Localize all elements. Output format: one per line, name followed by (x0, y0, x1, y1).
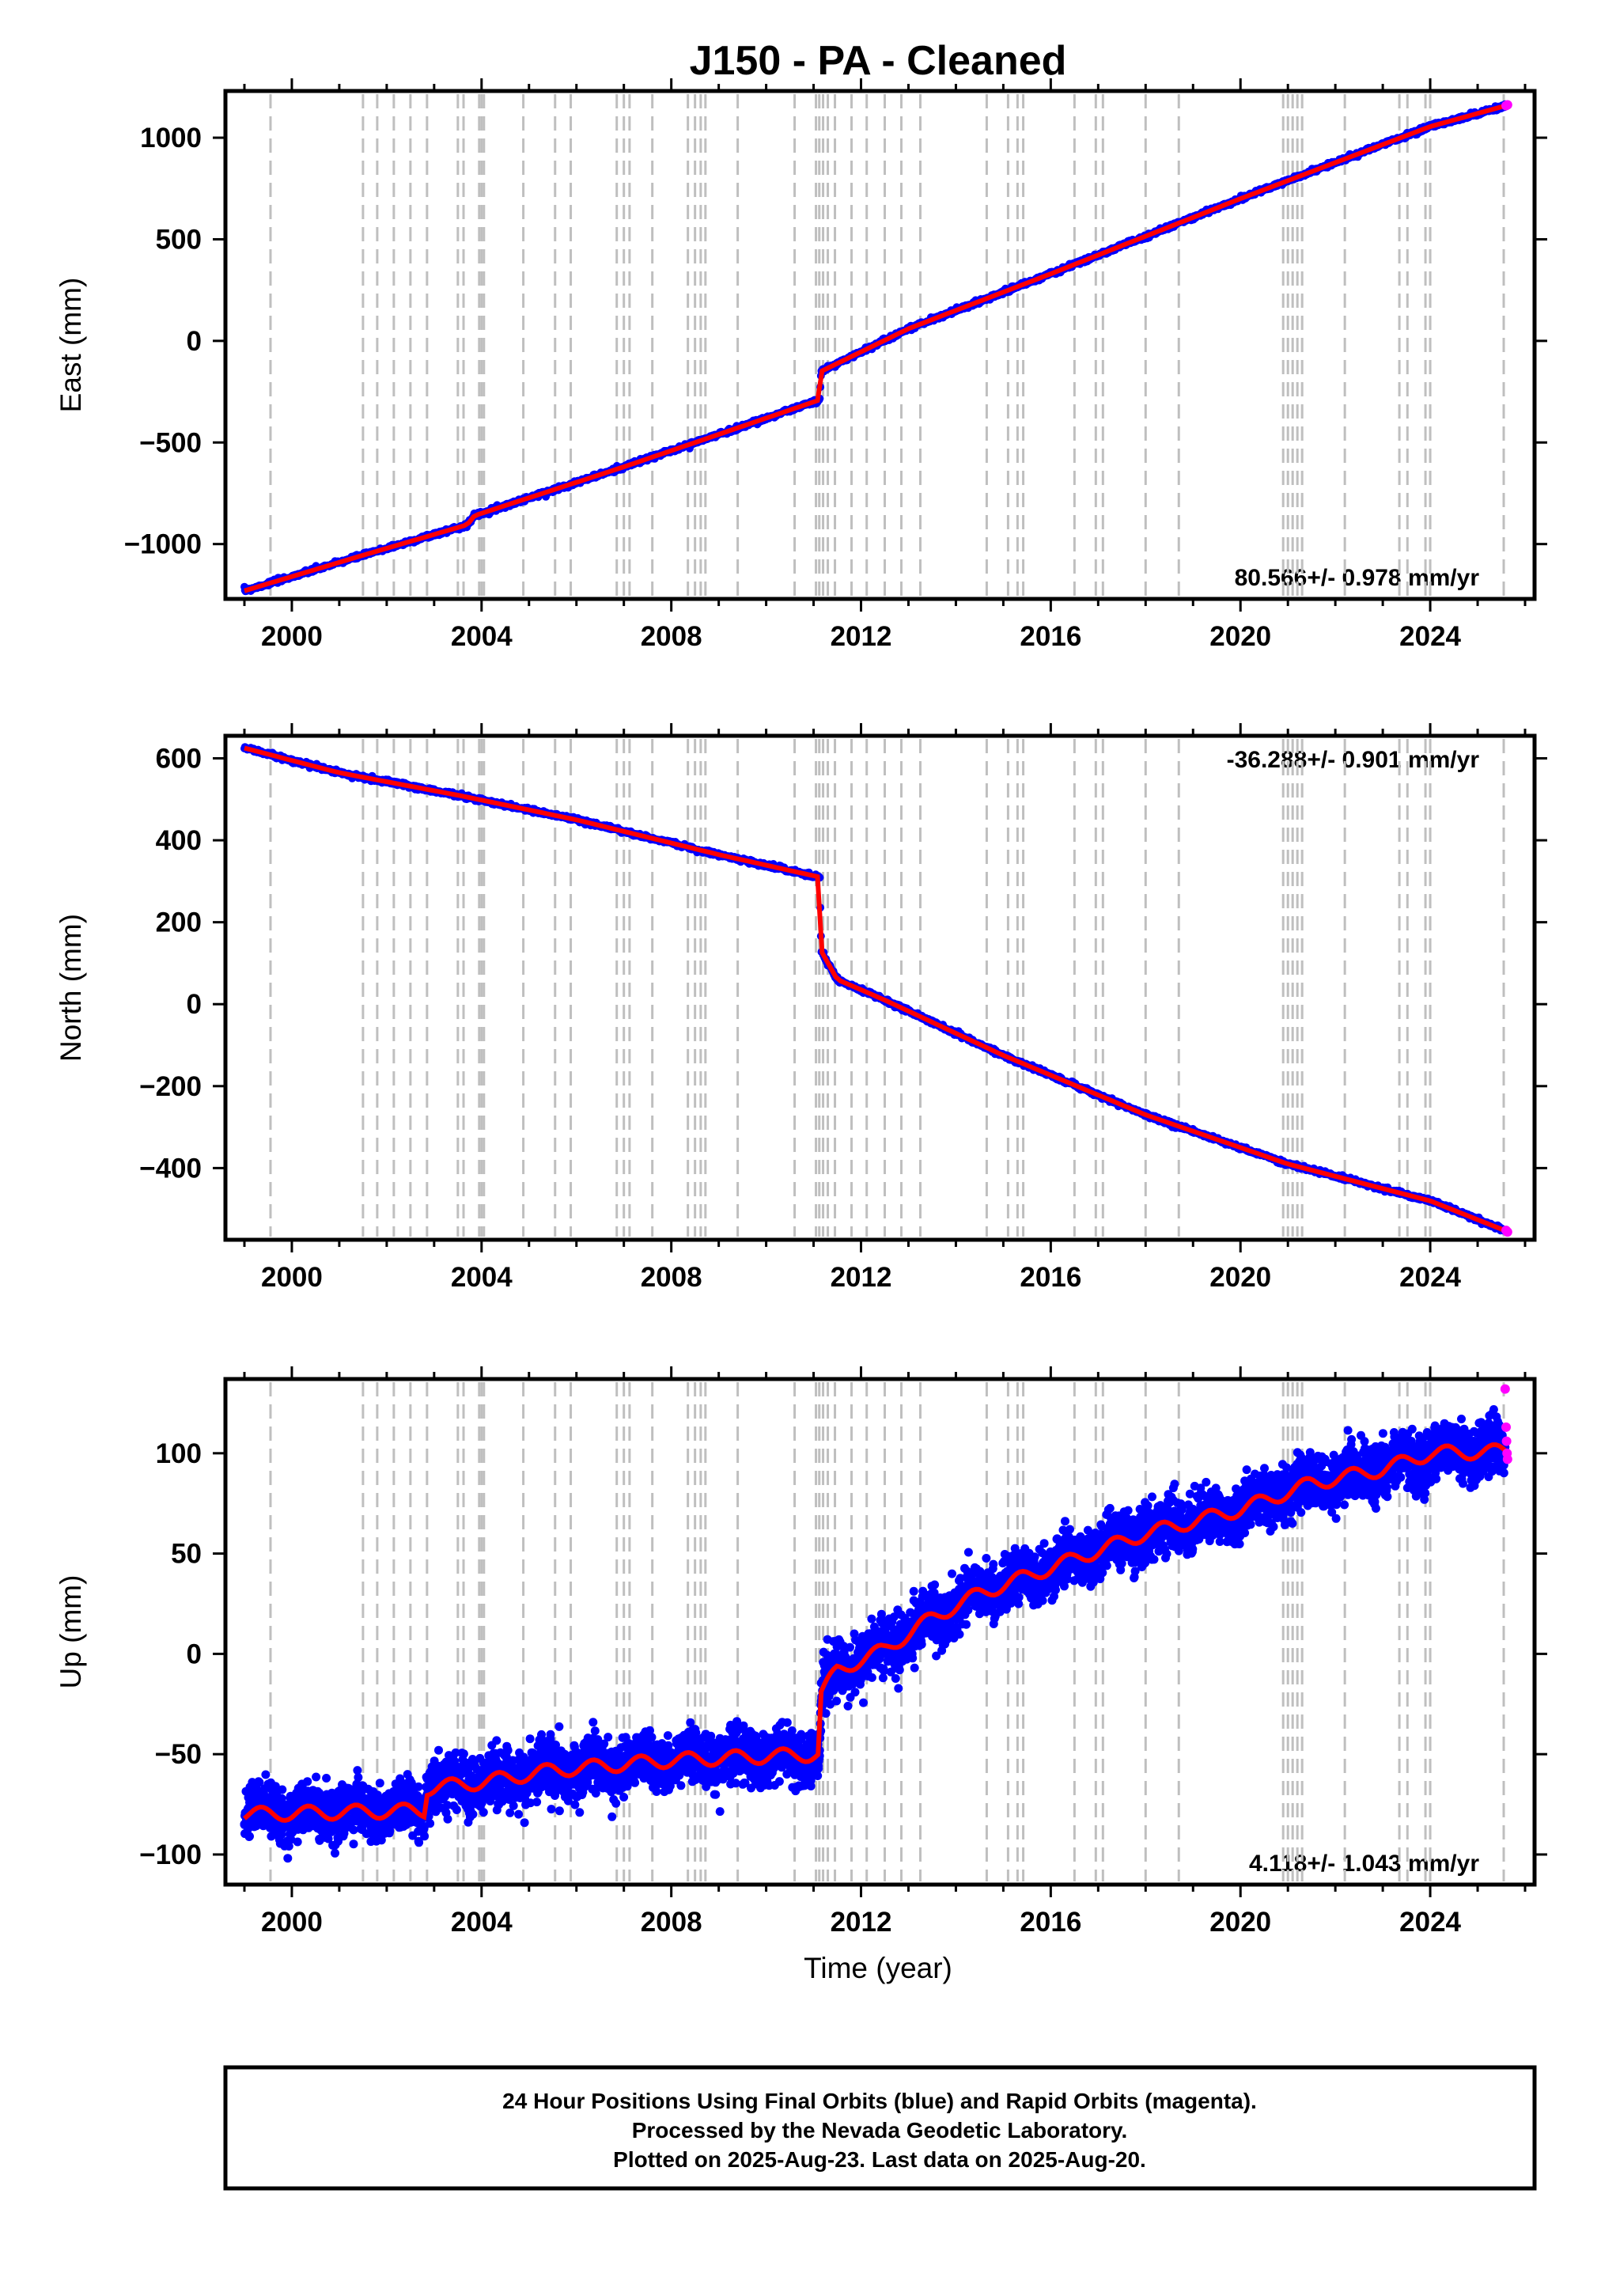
east-y-tick-label-1: −500 (139, 427, 202, 458)
east-y-tick-label-2: 0 (187, 326, 202, 357)
up-final-point (284, 1842, 293, 1851)
east-x-tick-label-2: 2008 (641, 621, 702, 652)
north-x-tick-label-5: 2020 (1209, 1262, 1271, 1293)
north-y-tick-label-5: 600 (156, 743, 202, 774)
north-x-tick-label-6: 2024 (1399, 1262, 1461, 1293)
east-x-tick-label-0: 2000 (261, 621, 323, 652)
east-y-tick-label-3: 500 (156, 224, 202, 255)
east-y-axis-label: East (mm) (55, 278, 87, 413)
up-final-point (283, 1854, 293, 1863)
north-event-lines (269, 739, 1505, 1237)
north-plot-frame (223, 733, 1537, 1242)
up-final-point (245, 1832, 254, 1841)
up-final-point (277, 1794, 286, 1803)
up-final-point (267, 1832, 276, 1841)
north-x-tick-label-4: 2016 (1020, 1262, 1081, 1293)
north-panel: -36.288+/- 0.901 mm/yr North (mm) 2000 20… (55, 723, 1547, 1293)
north-rate-label: -36.288+/- 0.901 mm/yr (1227, 747, 1480, 773)
east-model-fit-line (244, 103, 1506, 593)
east-x-tick-label-3: 2012 (831, 621, 892, 652)
up-panel: 4.118+/- 1.043 mm/yr Up (mm) 2000 2004 200… (55, 1366, 1547, 1938)
east-y-tick-label-4: 1000 (140, 123, 202, 153)
east-plot-frame (223, 89, 1537, 601)
east-event-lines (269, 94, 1505, 596)
north-model-fit-line (244, 745, 1506, 1233)
north-rapid-orbit-points (1501, 1226, 1512, 1237)
east-x-tick-label-6: 2024 (1399, 621, 1461, 652)
east-y-ticks: −1000 −500 0 500 1000 (124, 123, 1547, 560)
up-final-point (278, 1785, 287, 1794)
east-rate-label: 80.566+/- 0.978 mm/yr (1235, 565, 1480, 591)
north-y-tick-label-3: 200 (156, 907, 202, 938)
north-y-tick-label-2: 0 (187, 989, 202, 1020)
north-rapid-point-1 (1502, 1227, 1512, 1237)
north-x-tick-label-2: 2008 (641, 1262, 702, 1293)
north-x-ticks: 2000 2004 2008 2012 2016 2020 2024 (243, 723, 1527, 1293)
east-rapid-orbit-points (1501, 100, 1512, 111)
east-x-ticks: 2000 2004 2008 2012 2016 2020 2024 (243, 78, 1527, 652)
north-x-tick-label-1: 2004 (451, 1262, 513, 1293)
figure-title: J150 - PA - Cleaned (690, 38, 1067, 84)
north-y-tick-label-0: −400 (139, 1153, 202, 1184)
east-x-tick-label-5: 2020 (1209, 621, 1271, 652)
east-x-tick-label-1: 2004 (451, 621, 513, 652)
east-rapid-point-1 (1502, 100, 1512, 110)
up-event-lines (269, 1382, 1505, 1881)
up-final-point (255, 1778, 264, 1787)
north-y-ticks: −400 −200 0 200 400 600 (139, 743, 1547, 1184)
north-y-tick-label-4: 400 (156, 825, 202, 856)
east-panel: 80.566+/- 0.978 mm/yr East (mm) 2000 2004… (55, 78, 1547, 652)
north-y-axis-label: North (mm) (55, 914, 87, 1062)
up-final-point (261, 1770, 271, 1779)
north-x-tick-label-0: 2000 (261, 1262, 323, 1293)
north-y-tick-label-1: −200 (139, 1071, 202, 1102)
up-y-axis-label: Up (mm) (55, 1575, 87, 1689)
east-x-tick-label-4: 2016 (1020, 621, 1081, 652)
north-x-tick-label-3: 2012 (831, 1262, 892, 1293)
east-y-tick-label-0: −1000 (124, 529, 202, 560)
